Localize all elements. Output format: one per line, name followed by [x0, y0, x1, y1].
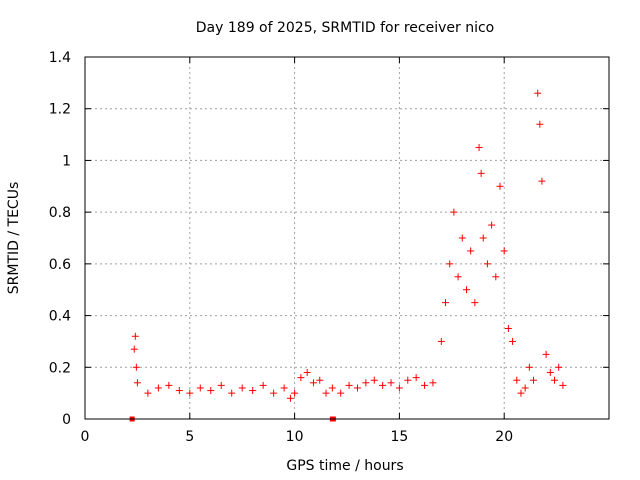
- y-tick-label: 1: [62, 153, 71, 169]
- y-tick-label: 0.2: [49, 360, 71, 376]
- data-point: [504, 325, 512, 332]
- data-point: [132, 363, 140, 371]
- y-tick-label: 0: [62, 412, 71, 428]
- y-tick-label: 1.2: [49, 102, 71, 118]
- data-point: [131, 332, 139, 340]
- data-point: [462, 286, 470, 294]
- data-point: [207, 387, 215, 395]
- data-point: [467, 247, 475, 255]
- data-point: [316, 376, 324, 384]
- data-point: [488, 221, 496, 229]
- data-point: [322, 389, 330, 397]
- data-point: [450, 208, 458, 216]
- data-point: [291, 389, 299, 397]
- data-points: [129, 89, 567, 422]
- data-point: [546, 368, 554, 376]
- data-point: [270, 389, 278, 397]
- grid-lines: [85, 57, 609, 419]
- axis-tick-labels: 0 5 10 15 20 0 0.2 0.4 0.6 0.8 1 1.2 1.4: [49, 50, 513, 445]
- data-point: [559, 381, 567, 389]
- plot-frame: [84, 56, 610, 420]
- data-point: [217, 381, 225, 389]
- data-point: [555, 363, 563, 371]
- data-point: [345, 381, 353, 389]
- data-point: [175, 387, 183, 395]
- data-point: [458, 234, 466, 242]
- data-point: [437, 337, 445, 345]
- data-point: [303, 368, 311, 376]
- data-point: [538, 177, 546, 185]
- data-point: [309, 379, 317, 387]
- data-point: [479, 234, 487, 242]
- x-tick-label: 20: [495, 429, 513, 445]
- data-point: [196, 384, 204, 392]
- data-point: [154, 384, 162, 392]
- x-axis-label: GPS time / hours: [286, 458, 403, 474]
- data-point: [483, 260, 491, 268]
- data-point: [395, 384, 403, 392]
- data-point: [500, 247, 508, 255]
- data-point: [454, 273, 462, 281]
- data-point: [238, 384, 246, 392]
- data-point: [551, 376, 559, 384]
- data-point: [186, 389, 194, 397]
- data-point: [513, 376, 521, 384]
- data-point: [429, 379, 437, 387]
- x-tick-label: 15: [390, 429, 408, 445]
- y-tick-label: 0.8: [49, 205, 71, 221]
- data-point: [280, 384, 288, 392]
- data-point: [496, 182, 504, 190]
- x-tick-label: 0: [81, 429, 90, 445]
- axis-ticks: [84, 56, 609, 420]
- data-point: [286, 394, 294, 402]
- data-point: [297, 374, 305, 382]
- data-point: [133, 379, 141, 387]
- data-point: [525, 363, 533, 371]
- data-point: [353, 384, 361, 392]
- y-tick-label: 0.4: [49, 309, 71, 325]
- data-point: [404, 376, 412, 384]
- x-tick-label: 10: [286, 429, 304, 445]
- data-point: [517, 389, 525, 397]
- data-point: [536, 120, 544, 128]
- data-point: [421, 381, 429, 389]
- y-tick-label: 1.4: [49, 50, 71, 66]
- data-point: [328, 384, 336, 392]
- data-point: [492, 273, 500, 281]
- data-point: [412, 374, 420, 382]
- data-point: [370, 376, 378, 384]
- data-point: [259, 381, 267, 389]
- data-point: [442, 299, 450, 307]
- x-tick-label: 5: [185, 429, 194, 445]
- data-point: [542, 350, 550, 358]
- y-axis-label: SRMTID / TECUs: [6, 182, 22, 295]
- data-point: [521, 384, 529, 392]
- data-point: [534, 89, 542, 97]
- data-point: [530, 376, 538, 384]
- data-point: [446, 260, 454, 268]
- data-point: [475, 144, 483, 151]
- data-point: [471, 299, 479, 307]
- data-point: [337, 389, 345, 397]
- data-point: [144, 389, 152, 397]
- data-point: [130, 345, 138, 353]
- data-point: [362, 379, 370, 387]
- data-point: [509, 337, 517, 345]
- y-tick-label: 0.6: [49, 257, 71, 273]
- data-point: [249, 387, 257, 395]
- data-point: [379, 381, 387, 389]
- data-point: [387, 379, 395, 387]
- data-point: [228, 389, 236, 397]
- data-point: [477, 169, 485, 177]
- data-point: [165, 381, 173, 389]
- chart-title: Day 189 of 2025, SRMTID for receiver nic…: [196, 20, 494, 36]
